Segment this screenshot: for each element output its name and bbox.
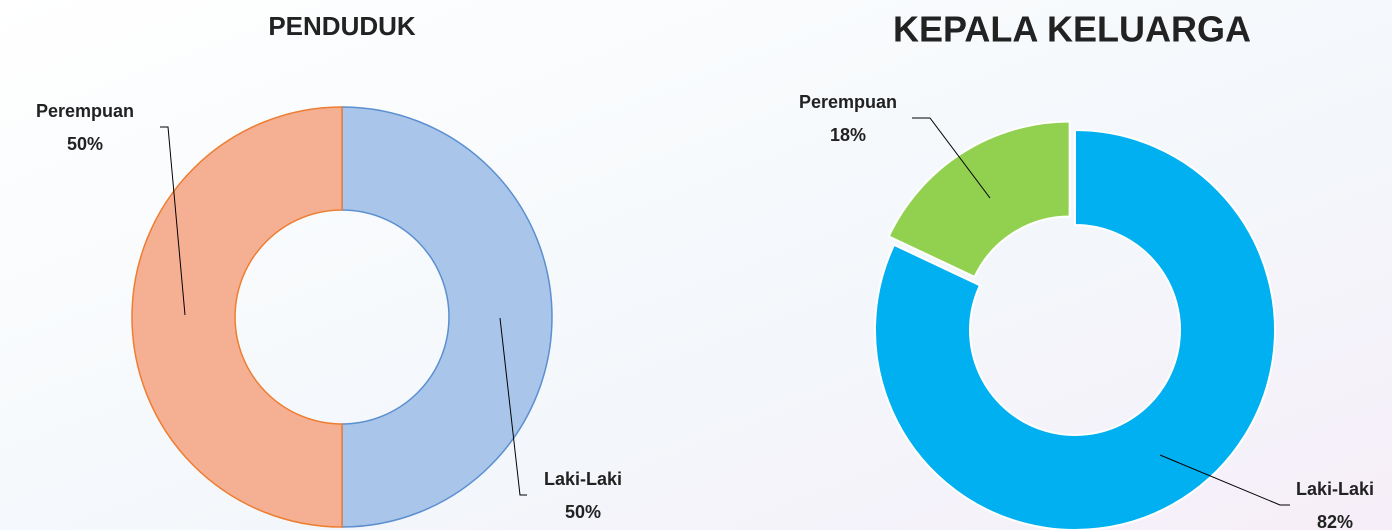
chart-title: KEPALA KELUARGA: [893, 9, 1251, 50]
slice-label: Perempuan: [799, 92, 897, 112]
donut-slice: [131, 106, 343, 528]
leader-line: [499, 317, 527, 496]
chart-title: PENDUDUK: [268, 11, 416, 41]
leader-line: [912, 117, 991, 199]
leader-line: [1159, 454, 1290, 506]
slice-label: Laki-Laki: [544, 469, 622, 489]
donut-slice: [874, 128, 1276, 530]
leader-line: [160, 126, 186, 316]
donut-slice: [341, 106, 553, 528]
slice-value-label: 50%: [565, 502, 601, 522]
donut-slice: [887, 120, 1071, 279]
slice-label: Laki-Laki: [1296, 479, 1374, 499]
slice-label: Perempuan: [36, 101, 134, 121]
slice-value-label: 50%: [67, 134, 103, 154]
slice-value-label: 18%: [830, 125, 866, 145]
slice-value-label: 82%: [1317, 512, 1353, 530]
